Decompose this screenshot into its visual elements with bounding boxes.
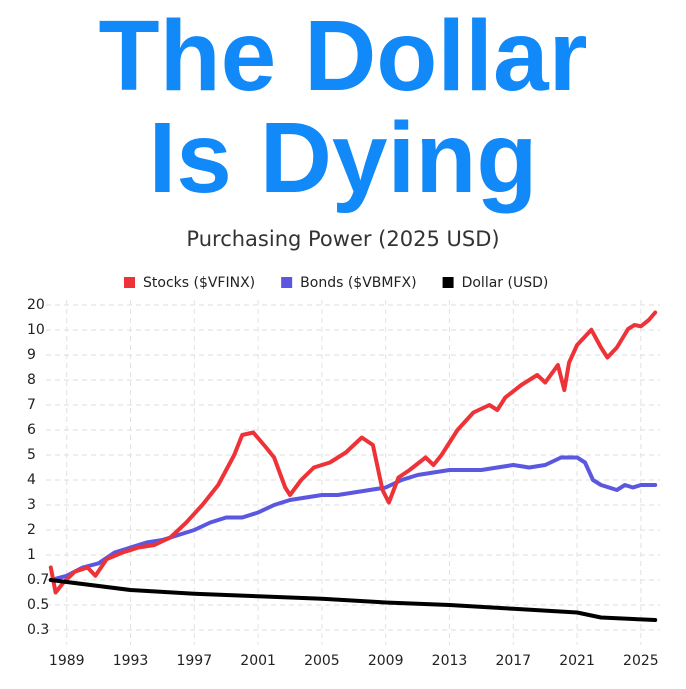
x-tick-label: 2005	[304, 653, 340, 669]
chart-title: The Dollar	[99, 0, 588, 112]
line	[48, 455, 658, 582]
x-tick-label: 2021	[559, 653, 595, 669]
y-tick-label: 20	[27, 297, 45, 313]
y-tick-label: 10	[27, 322, 45, 338]
y-tick-label: 4	[27, 472, 36, 488]
y-tick-label: 2	[27, 522, 36, 538]
line	[48, 578, 658, 622]
y-tick-label: 1	[27, 547, 36, 563]
chart-subtitle: Purchasing Power (2025 USD)	[186, 227, 499, 251]
x-tick-label: 2001	[240, 653, 276, 669]
y-tick-label: 5	[27, 447, 36, 463]
x-tick-label: 2009	[368, 653, 404, 669]
legend-swatch	[124, 277, 135, 288]
y-tick-label: 3	[27, 497, 36, 513]
x-tick-label: 2013	[432, 653, 468, 669]
y-tick-label: 0.5	[27, 597, 49, 613]
legend-label: Bonds ($VBMFX)	[300, 275, 416, 291]
line	[48, 310, 658, 595]
title-line: The Dollar	[99, 0, 588, 112]
legend: Stocks ($VFINX) Bonds ($VBMFX) Dollar (USD…	[124, 275, 548, 291]
legend-swatch	[442, 277, 454, 288]
y-tick-label: 0.7	[27, 572, 49, 588]
y-tick-label: 8	[27, 372, 36, 388]
x-tick-label: 2017	[495, 653, 531, 669]
x-tick-label: 1997	[176, 653, 212, 669]
x-tick-label: 1989	[49, 653, 85, 669]
x-tick-label: 1993	[113, 653, 149, 669]
y-tick-label: 6	[27, 422, 36, 438]
title-line: Is Dying	[149, 102, 538, 214]
y-tick-label: 7	[27, 397, 36, 413]
y-tick-label: 0.3	[27, 622, 49, 638]
legend-label: Stocks ($VFINX)	[143, 275, 255, 291]
x-tick-label: 2025	[623, 653, 659, 669]
chart-title: Is Dying	[149, 102, 538, 214]
y-tick-label: 9	[27, 347, 36, 363]
legend-swatch	[281, 277, 293, 288]
legend-label: Dollar (USD)	[462, 275, 549, 291]
